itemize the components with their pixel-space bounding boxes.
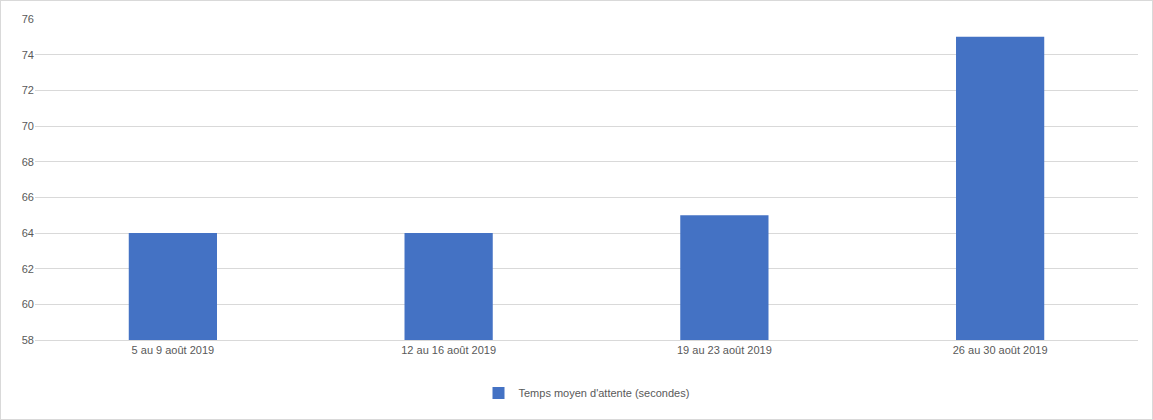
svg-text:62: 62 [22, 263, 34, 275]
svg-text:72: 72 [22, 84, 34, 96]
svg-text:70: 70 [22, 120, 34, 132]
svg-text:76: 76 [22, 13, 34, 25]
svg-text:60: 60 [22, 298, 34, 310]
svg-text:26 au 30 août 2019: 26 au 30 août 2019 [953, 344, 1048, 356]
svg-text:68: 68 [22, 156, 34, 168]
svg-text:74: 74 [22, 49, 34, 61]
svg-text:58: 58 [22, 334, 34, 346]
svg-text:12 au 16 août 2019: 12 au 16 août 2019 [401, 344, 496, 356]
svg-text:66: 66 [22, 191, 34, 203]
svg-text:5 au 9 août 2019: 5 au 9 août 2019 [132, 344, 215, 356]
svg-text:Temps moyen d'attente (seconde: Temps moyen d'attente (secondes) [519, 387, 690, 399]
svg-text:19 au 23 août 2019: 19 au 23 août 2019 [677, 344, 772, 356]
svg-text:64: 64 [22, 227, 34, 239]
